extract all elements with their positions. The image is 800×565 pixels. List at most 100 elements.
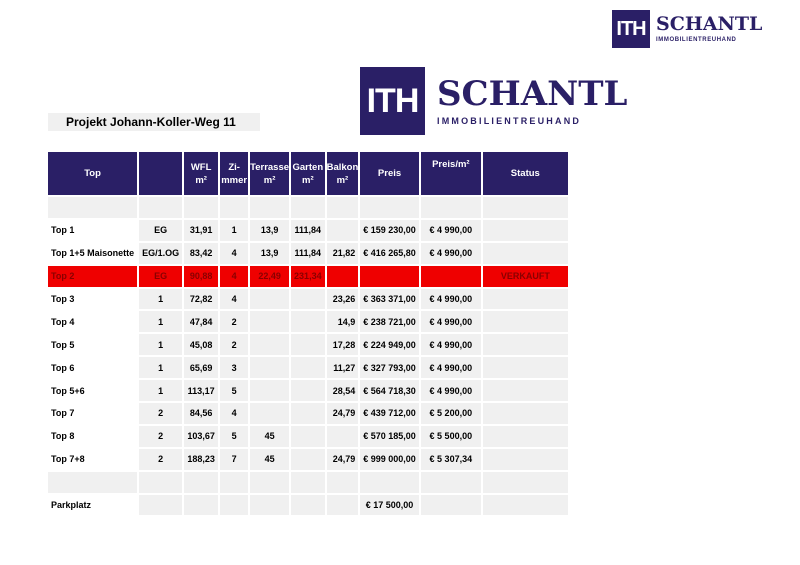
cell-garten: 111,84 — [291, 242, 325, 264]
table-row: Top 7+8 2 188,23 7 45 24,79 € 999 000,00 € 5 30… — [48, 448, 568, 470]
cell-garten — [291, 403, 325, 424]
cell-garten — [291, 311, 325, 333]
cell-garten — [291, 448, 325, 470]
header-text: Terrasse — [250, 161, 290, 173]
cell-status — [482, 288, 568, 310]
cell-preis-m2 — [420, 197, 481, 218]
header-text: m² — [302, 174, 314, 186]
cell-floor: 2 — [139, 448, 183, 470]
cell-preis: € 17 500,00 — [360, 494, 419, 516]
table-row: Top 3 1 72,82 4 23,26 € 363 371,00 € 4 990,00 — [48, 288, 568, 310]
cell-zimmer: 4 — [220, 403, 249, 424]
cell-status — [482, 380, 568, 402]
logo-small: ITH SCHANTL IMMOBILIENTREUHAND — [612, 10, 762, 48]
cell-garten — [291, 288, 325, 310]
column-header-wfl: WFL m² — [184, 152, 219, 195]
cell-balkon: 28,54 — [326, 380, 359, 402]
cell-status — [482, 197, 568, 218]
header-text: Preis/m² — [432, 159, 470, 170]
cell-garten: 231,34 — [291, 265, 325, 287]
cell-floor: 1 — [139, 357, 183, 379]
cell-status — [482, 494, 568, 516]
column-header-balkon: Balkon m² — [326, 152, 359, 195]
cell-terrasse — [250, 471, 290, 493]
cell-zimmer: 4 — [220, 288, 249, 310]
cell-floor: EG/1.OG — [139, 242, 183, 264]
cell-status — [482, 334, 568, 356]
cell-preis-m2: € 5 500,00 — [420, 425, 481, 447]
header-text: m² — [336, 174, 349, 186]
cell-wfl: 90,88 — [184, 265, 219, 287]
table-row — [48, 471, 568, 493]
cell-top: Top 2 — [48, 265, 138, 287]
cell-wfl — [184, 197, 219, 218]
table-row: Top 5 1 45,08 2 17,28 € 224 949,00 € 4 990,00 — [48, 334, 568, 356]
cell-preis: € 570 185,00 — [360, 425, 419, 447]
cell-balkon: 14,9 — [326, 311, 359, 333]
cell-status — [482, 425, 568, 447]
cell-top: Top 1+5 Maisonette — [48, 242, 138, 264]
cell-wfl: 103,67 — [184, 425, 219, 447]
cell-balkon — [326, 265, 359, 287]
cell-wfl — [184, 471, 219, 493]
table-row: Top 5+6 1 113,17 5 28,54 € 564 718,30 € 4 990,… — [48, 380, 568, 402]
cell-top — [48, 197, 138, 218]
cell-preis: € 999 000,00 — [360, 448, 419, 470]
cell-status — [482, 471, 568, 493]
cell-wfl: 188,23 — [184, 448, 219, 470]
cell-preis: € 564 718,30 — [360, 380, 419, 402]
cell-balkon: 11,27 — [326, 357, 359, 379]
header-text: Zi- — [228, 161, 240, 173]
cell-terrasse — [250, 334, 290, 356]
column-header-status: Status — [482, 152, 568, 195]
cell-status: VERKAUFT — [482, 265, 568, 287]
cell-garten — [291, 425, 325, 447]
cell-zimmer: 2 — [220, 311, 249, 333]
cell-floor — [139, 494, 183, 516]
cell-preis-m2: € 4 990,00 — [420, 380, 481, 402]
cell-top: Top 4 — [48, 311, 138, 333]
cell-terrasse: 22,49 — [250, 265, 290, 287]
cell-preis: € 159 230,00 — [360, 219, 419, 241]
logo-mark-icon: ITH — [612, 10, 650, 48]
cell-wfl: 65,69 — [184, 357, 219, 379]
cell-wfl: 83,42 — [184, 242, 219, 264]
cell-preis-m2: € 4 990,00 — [420, 311, 481, 333]
cell-balkon — [326, 494, 359, 516]
cell-balkon: 21,82 — [326, 242, 359, 264]
cell-terrasse — [250, 311, 290, 333]
table-row: Top 6 1 65,69 3 11,27 € 327 793,00 € 4 990,00 — [48, 357, 568, 379]
table-row: Top 7 2 84,56 4 24,79 € 439 712,00 € 5 200,00 — [48, 403, 568, 424]
header-text: Top — [84, 168, 101, 179]
cell-preis-m2 — [420, 471, 481, 493]
cell-balkon — [326, 219, 359, 241]
cell-wfl: 45,08 — [184, 334, 219, 356]
project-title: Projekt Johann-Koller-Weg 11 — [48, 113, 260, 131]
logo-tagline: IMMOBILIENTREUHAND — [656, 37, 737, 43]
column-header-preis-m2: Preis/m² — [420, 152, 481, 195]
cell-top: Top 5 — [48, 334, 138, 356]
cell-terrasse — [250, 357, 290, 379]
cell-preis: € 224 949,00 — [360, 334, 419, 356]
cell-terrasse: 13,9 — [250, 242, 290, 264]
header-text: Status — [510, 168, 540, 179]
cell-garten — [291, 357, 325, 379]
cell-preis-m2: € 4 990,00 — [420, 357, 481, 379]
column-header-terrasse: Terrasse m² — [250, 152, 290, 195]
cell-top: Top 6 — [48, 357, 138, 379]
table-row — [48, 197, 568, 218]
table-row: Parkplatz € 17 500,00 — [48, 494, 568, 516]
cell-wfl: 84,56 — [184, 403, 219, 424]
cell-wfl: 72,82 — [184, 288, 219, 310]
cell-preis-m2: € 5 307,34 — [420, 448, 481, 470]
cell-floor: 1 — [139, 311, 183, 333]
cell-top: Top 8 — [48, 425, 138, 447]
cell-balkon — [326, 197, 359, 218]
table-row: Top 1+5 Maisonette EG/1.OG 83,42 4 13,9 111,8… — [48, 242, 568, 264]
cell-preis: € 327 793,00 — [360, 357, 419, 379]
cell-preis-m2 — [420, 494, 481, 516]
table-row: Top 2 EG 90,88 4 22,49 231,34 VERKAUFT — [48, 265, 568, 287]
cell-preis-m2: € 4 990,00 — [420, 219, 481, 241]
cell-top: Top 7+8 — [48, 448, 138, 470]
cell-preis: € 439 712,00 — [360, 403, 419, 424]
